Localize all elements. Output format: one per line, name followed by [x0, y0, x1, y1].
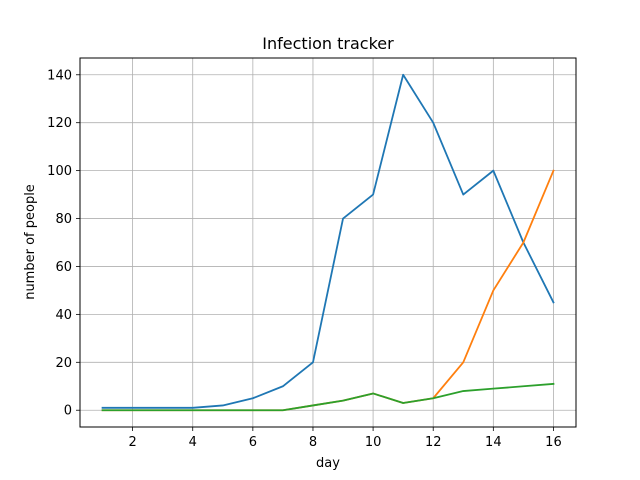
series-lines: [101, 73, 555, 412]
series-line-1: [101, 73, 555, 409]
x-tick-label: 12: [425, 435, 442, 450]
y-tick-label: 140: [47, 68, 72, 83]
y-tick-label: 40: [55, 308, 72, 323]
x-tick-label: 6: [249, 435, 257, 450]
y-tick-label: 20: [55, 356, 72, 371]
y-tick-label: 0: [64, 404, 72, 419]
y-axis-label: number of people: [23, 184, 38, 300]
plot-frame: [79, 57, 577, 428]
x-tick-label: 8: [309, 435, 317, 450]
y-tick-label: 120: [47, 116, 72, 131]
x-tick-label: 14: [485, 435, 502, 450]
chart-title: Infection tracker: [262, 34, 394, 53]
y-tick-label: 100: [47, 164, 72, 179]
x-tick-label: 16: [545, 435, 562, 450]
x-axis-label: day: [316, 456, 340, 471]
axis-ticks: 2 4 6 8 10 12 14 16 0 20 40 60 80 100 120 140: [47, 68, 562, 450]
x-tick-label: 2: [128, 435, 136, 450]
series-line-3: [101, 382, 555, 412]
x-tick-label: 10: [365, 435, 382, 450]
x-tick-label: 4: [189, 435, 197, 450]
y-tick-label: 60: [55, 260, 72, 275]
y-tick-label: 80: [55, 212, 72, 227]
